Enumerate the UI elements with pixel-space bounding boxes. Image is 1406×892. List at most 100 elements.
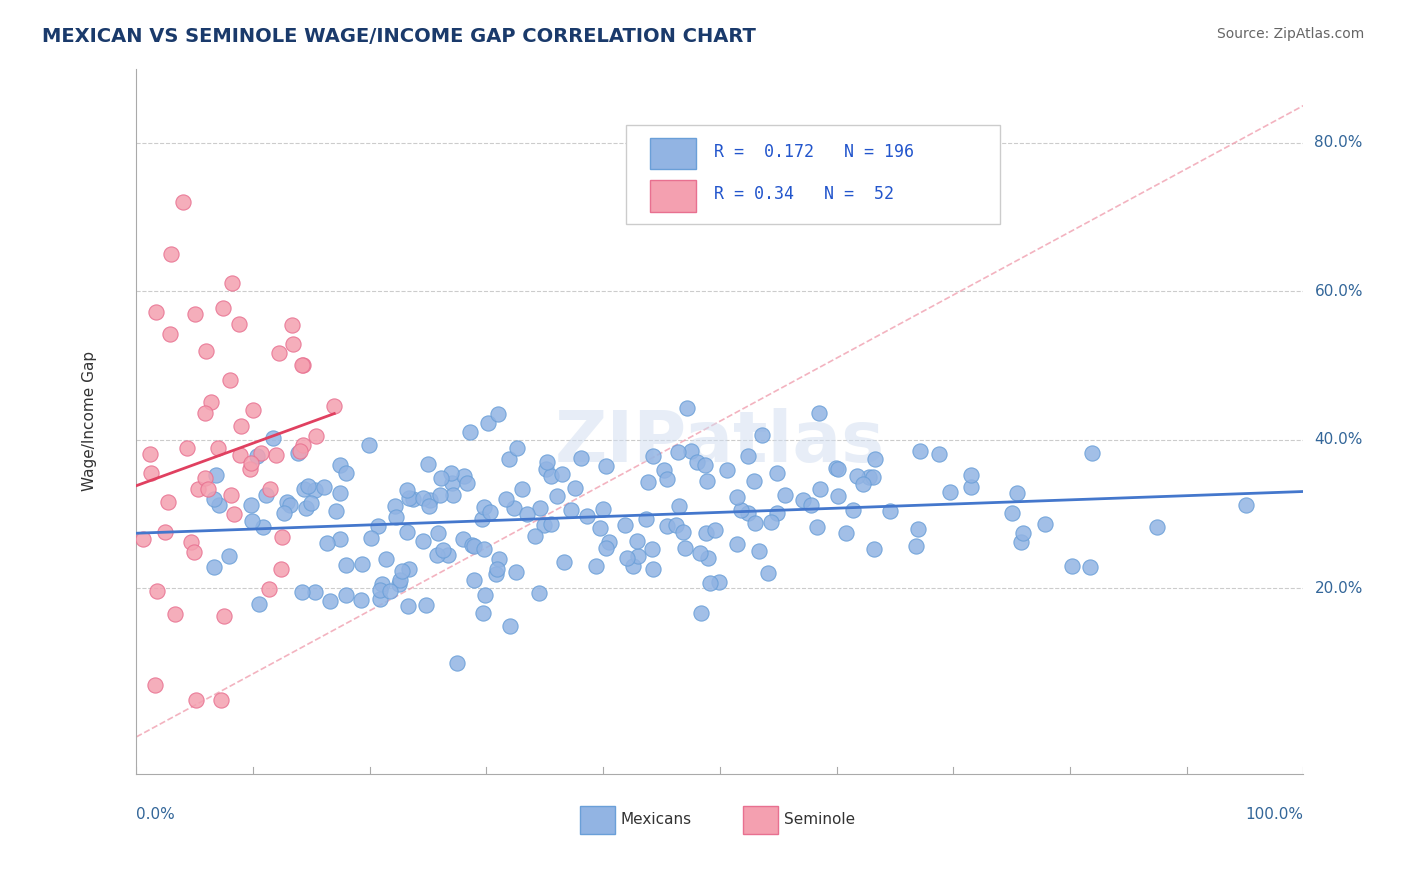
Text: Source: ZipAtlas.com: Source: ZipAtlas.com bbox=[1216, 27, 1364, 41]
Point bbox=[766, 466, 789, 480]
Point bbox=[495, 492, 517, 507]
Point bbox=[463, 573, 485, 587]
Point bbox=[183, 545, 205, 559]
Point bbox=[808, 482, 831, 496]
Point bbox=[299, 496, 322, 510]
Point bbox=[357, 438, 380, 452]
Point bbox=[163, 607, 186, 621]
Point bbox=[527, 585, 550, 599]
Point bbox=[202, 560, 225, 574]
Point bbox=[510, 482, 533, 496]
Point bbox=[426, 525, 449, 540]
Point bbox=[665, 517, 688, 532]
Point bbox=[485, 562, 508, 576]
Point bbox=[846, 469, 869, 483]
Point bbox=[335, 588, 357, 602]
Point bbox=[195, 343, 218, 358]
Point bbox=[240, 456, 263, 470]
Point bbox=[194, 406, 217, 420]
Point bbox=[505, 565, 527, 579]
Point bbox=[824, 461, 846, 475]
Point bbox=[673, 541, 696, 556]
Point bbox=[329, 486, 352, 500]
Point bbox=[240, 514, 263, 528]
Point bbox=[472, 500, 495, 515]
Point bbox=[295, 501, 318, 516]
Point bbox=[368, 592, 391, 607]
Point bbox=[621, 559, 644, 574]
Point bbox=[426, 548, 449, 562]
Point bbox=[686, 455, 709, 469]
Point bbox=[259, 483, 281, 497]
Point bbox=[1081, 446, 1104, 460]
Point bbox=[316, 535, 339, 549]
Point bbox=[808, 406, 831, 420]
Point bbox=[524, 529, 547, 543]
Point bbox=[1012, 526, 1035, 541]
Point bbox=[172, 195, 194, 210]
Point bbox=[221, 488, 243, 502]
Point bbox=[370, 583, 392, 598]
Point bbox=[1060, 558, 1083, 573]
Point bbox=[273, 506, 295, 520]
Point bbox=[276, 495, 298, 509]
Point bbox=[430, 471, 453, 485]
Point bbox=[218, 549, 240, 563]
Point bbox=[499, 619, 522, 633]
Point bbox=[312, 480, 335, 494]
Point bbox=[257, 582, 280, 596]
Text: Wage/Income Gap: Wage/Income Gap bbox=[82, 351, 97, 491]
Point bbox=[551, 467, 574, 481]
Point bbox=[835, 526, 858, 541]
Point bbox=[1234, 498, 1257, 512]
Point bbox=[146, 583, 169, 598]
Point bbox=[627, 549, 650, 563]
Point bbox=[297, 479, 319, 493]
Point bbox=[419, 493, 441, 508]
Point bbox=[229, 449, 252, 463]
Point bbox=[695, 458, 717, 472]
Point bbox=[207, 442, 229, 456]
Point bbox=[637, 475, 659, 489]
Point bbox=[666, 445, 689, 459]
Point bbox=[208, 498, 231, 512]
Point bbox=[180, 535, 202, 549]
Point bbox=[271, 530, 294, 544]
Point bbox=[751, 428, 773, 442]
Point bbox=[744, 516, 766, 531]
Point bbox=[160, 247, 183, 261]
Point bbox=[598, 534, 620, 549]
Point bbox=[221, 277, 243, 291]
Text: ZIPatlas: ZIPatlas bbox=[555, 408, 884, 477]
Point bbox=[157, 495, 180, 509]
FancyBboxPatch shape bbox=[650, 137, 696, 169]
Point bbox=[183, 307, 205, 321]
Point bbox=[695, 525, 717, 540]
Point bbox=[384, 509, 406, 524]
Point bbox=[325, 504, 347, 518]
Point bbox=[852, 477, 875, 491]
Point bbox=[576, 508, 599, 523]
Text: R =  0.172   N = 196: R = 0.172 N = 196 bbox=[714, 143, 914, 161]
Point bbox=[533, 518, 555, 533]
Point bbox=[197, 482, 219, 496]
Point bbox=[323, 399, 346, 413]
Point bbox=[613, 518, 636, 533]
Point bbox=[910, 443, 932, 458]
Point bbox=[304, 483, 326, 497]
Point bbox=[186, 692, 208, 706]
Point bbox=[569, 450, 592, 465]
Point bbox=[842, 503, 865, 517]
Point bbox=[827, 461, 849, 475]
Text: 0.0%: 0.0% bbox=[136, 807, 176, 822]
Point bbox=[250, 446, 273, 460]
Point bbox=[1010, 535, 1032, 549]
Point bbox=[652, 463, 675, 477]
Point bbox=[440, 476, 463, 491]
Point bbox=[681, 443, 703, 458]
Point bbox=[463, 539, 485, 553]
Point bbox=[288, 444, 311, 458]
Point bbox=[367, 518, 389, 533]
Point bbox=[689, 546, 711, 560]
Point bbox=[636, 511, 658, 525]
